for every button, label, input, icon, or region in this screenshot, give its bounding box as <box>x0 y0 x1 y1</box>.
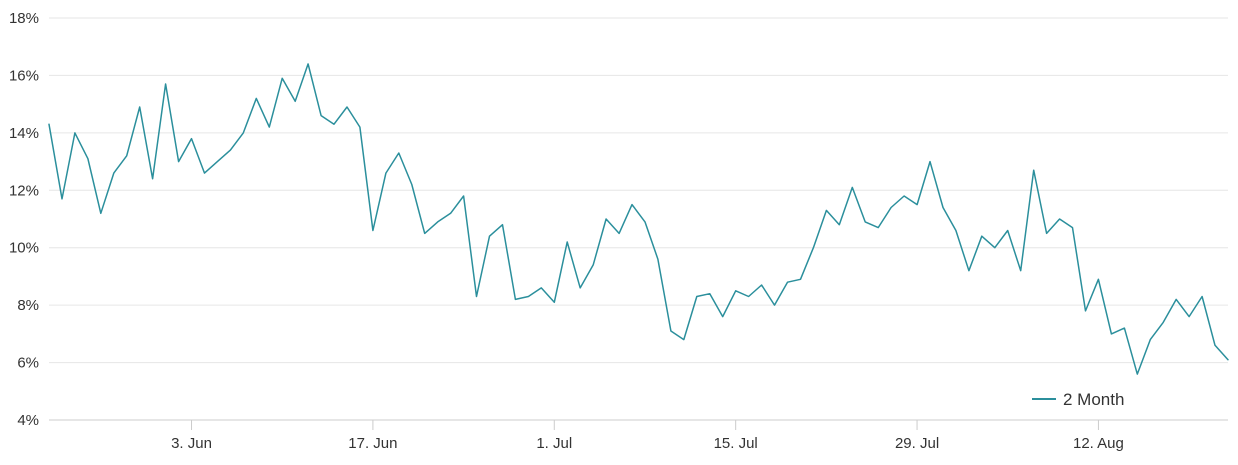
x-tick-label: 15. Jul <box>714 435 758 452</box>
legend[interactable]: 2 Month <box>1032 390 1124 409</box>
y-tick-label: 8% <box>17 297 39 314</box>
y-tick-label: 14% <box>9 125 39 142</box>
y-tick-label: 4% <box>17 412 39 429</box>
x-tick-label: 3. Jun <box>171 435 212 452</box>
series-line-2-month <box>48 63 1229 375</box>
x-tick-label: 29. Jul <box>895 435 939 452</box>
x-tick-label: 17. Jun <box>348 435 397 452</box>
y-tick-label: 12% <box>9 182 39 199</box>
x-tick-label: 1. Jul <box>536 435 572 452</box>
grid-lines <box>49 17 1228 364</box>
y-tick-label: 16% <box>9 67 39 84</box>
series-layer <box>48 63 1229 375</box>
y-tick-label: 18% <box>9 10 39 27</box>
y-axis-tick-labels: 4% 6% 8% 10% 12% 14% 16% 18% <box>9 10 39 429</box>
y-tick-label: 6% <box>17 355 39 372</box>
x-tick-label: 12. Aug <box>1073 435 1124 452</box>
x-axis-tick-labels: 3. Jun 17. Jun 1. Jul 15. Jul 29. Jul 12. Aug <box>171 420 1124 452</box>
y-tick-label: 10% <box>9 240 39 257</box>
legend-label-2-month: 2 Month <box>1063 390 1124 409</box>
